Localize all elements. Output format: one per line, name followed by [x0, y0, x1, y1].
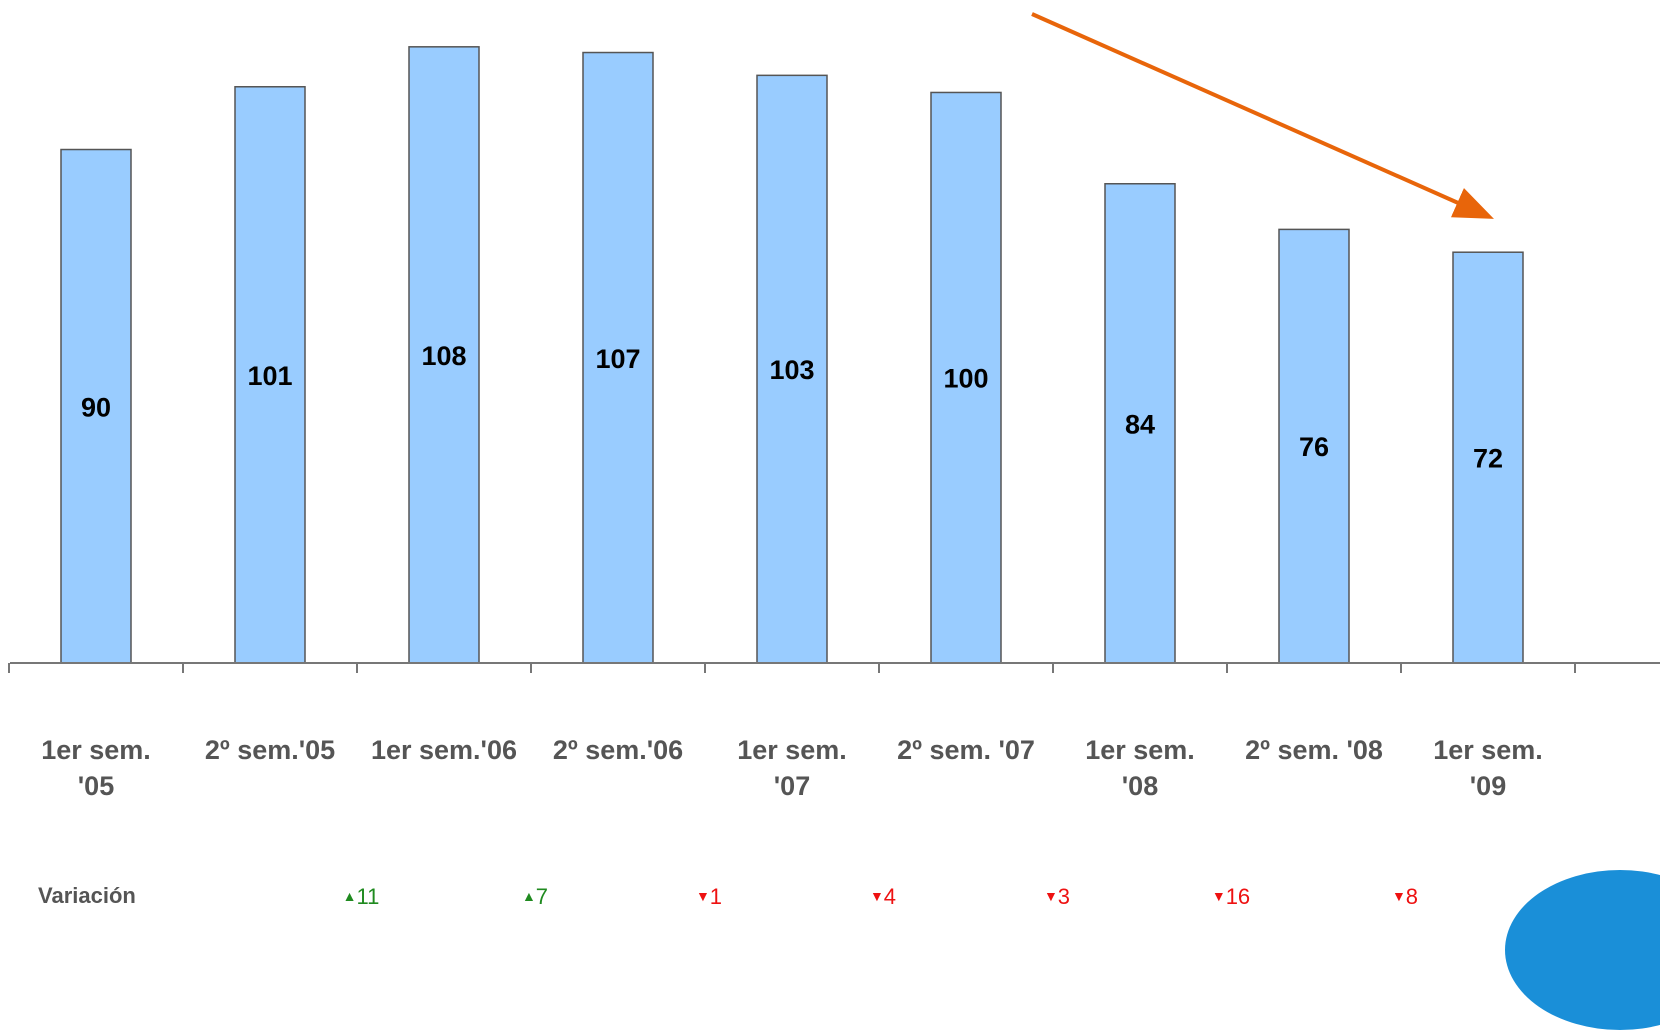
- x-tick-label-9: 1er sem. '09: [1433, 735, 1543, 801]
- x-axis: [8, 662, 1660, 673]
- bar-5: [756, 74, 828, 664]
- x-tick-label-8: 2º sem. '08: [1245, 735, 1383, 765]
- bar-value-label-3: 108: [421, 341, 466, 371]
- bar-6: [930, 91, 1002, 664]
- variation-item-6: ▼16: [1186, 883, 1276, 910]
- triangle-up-icon: ▲: [342, 888, 357, 904]
- variation-value: 4: [883, 884, 897, 909]
- x-tick-label-7: 1er sem. '08: [1085, 735, 1195, 801]
- triangle-down-icon: ▼: [1391, 888, 1406, 904]
- bar-1: [60, 148, 132, 664]
- bar-value-label-4: 107: [595, 344, 640, 374]
- variation-item-7: ▼8: [1360, 883, 1450, 910]
- variation-value: 7: [535, 884, 549, 909]
- bar-chart: 90 101 108 107 103 100 84 76 72: [8, 12, 1660, 673]
- bar-value-label-2: 101: [247, 361, 292, 391]
- variation-value: 1: [709, 884, 723, 909]
- trend-arrow: [1031, 12, 1494, 219]
- bar-3: [408, 46, 480, 664]
- variation-value: 3: [1057, 884, 1071, 909]
- x-tick-label-2: 2º sem.'05: [204, 735, 336, 765]
- triangle-down-icon: ▼: [869, 888, 884, 904]
- triangle-down-icon: ▼: [695, 888, 710, 904]
- variation-item-5: ▼3: [1012, 883, 1102, 910]
- value-labels-group: 90 101 108 107 103 100 84 76 72: [81, 341, 1503, 474]
- bar-value-label-8: 76: [1299, 432, 1329, 462]
- variation-item-4: ▼4: [838, 883, 928, 910]
- bar-value-label-7: 84: [1125, 409, 1155, 439]
- bar-value-label-9: 72: [1473, 444, 1503, 474]
- x-tick-label-5: 1er sem. '07: [737, 735, 847, 801]
- bar-value-label-1: 90: [81, 392, 111, 422]
- variation-label: Variación: [38, 883, 136, 908]
- bars-group: [60, 46, 1524, 664]
- variation-item-1: ▲11: [316, 883, 406, 910]
- x-tick-label-3: 1er sem.'06: [370, 735, 518, 765]
- bar-value-label-6: 100: [943, 364, 988, 394]
- x-tick-label-1: 1er sem. '05: [41, 735, 151, 801]
- variation-value: 16: [1225, 884, 1251, 909]
- variation-value: 8: [1405, 884, 1419, 909]
- variation-item-3: ▼1: [664, 883, 754, 910]
- x-tick-label-6: 2º sem. '07: [897, 735, 1035, 765]
- triangle-down-icon: ▼: [1043, 888, 1058, 904]
- variation-value: 11: [356, 884, 380, 909]
- triangle-down-icon: ▼: [1211, 888, 1226, 904]
- triangle-up-icon: ▲: [521, 888, 536, 904]
- bar-4: [582, 51, 654, 664]
- bar-8: [1278, 228, 1350, 664]
- bar-value-label-5: 103: [769, 355, 814, 385]
- variation-item-2: ▲7: [490, 883, 580, 910]
- bar-2: [234, 86, 306, 664]
- x-tick-label-4: 2º sem.'06: [552, 735, 684, 765]
